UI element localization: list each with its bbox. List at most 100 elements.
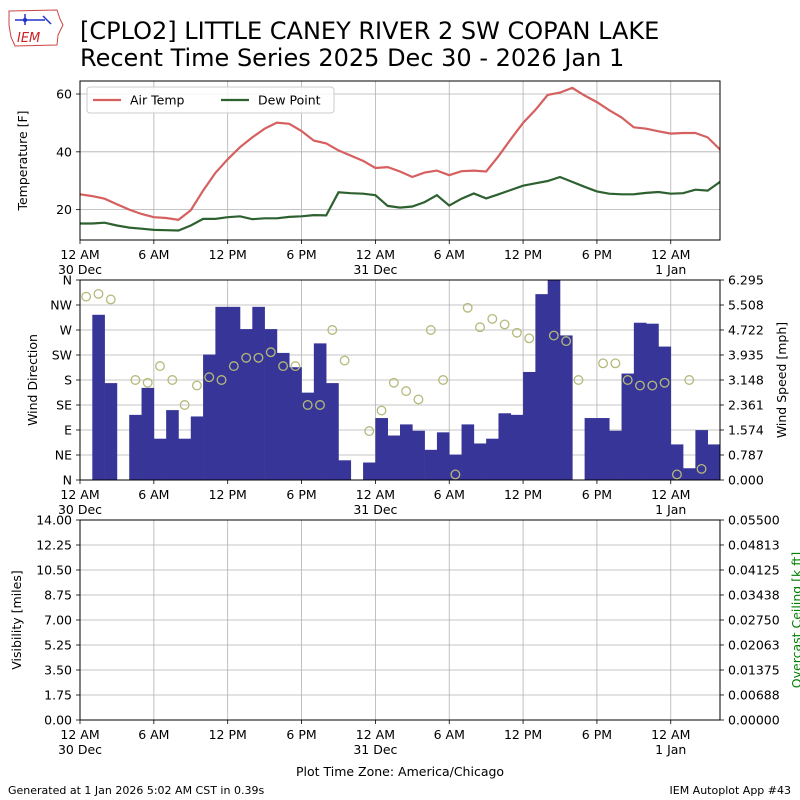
wind-direction-marker <box>191 380 202 391</box>
wind-direction-marker <box>179 400 190 410</box>
wind-series <box>81 280 720 480</box>
wind-speed-bar <box>301 392 315 480</box>
temp-ytick-label: 20 <box>56 202 72 217</box>
wind-direction-tick-label: E <box>64 423 72 438</box>
wind-speed-bar <box>203 354 216 480</box>
wind-xtick-label: 12 AM <box>651 487 690 502</box>
wind-speed-tick-label: 0.787 <box>728 447 764 462</box>
wind-direction-marker <box>142 377 153 388</box>
wind-speed-bar <box>264 329 278 480</box>
wind-xtick-label: 12 AM <box>356 487 395 502</box>
wind-speed-tick-label: 6.295 <box>728 273 764 288</box>
vis-xtick-label: 12 PM <box>209 727 247 742</box>
wind-direction-marker <box>364 426 375 437</box>
ceiling-tick-label: 0.05500 <box>728 513 780 528</box>
logo-text: IEM <box>17 31 40 46</box>
ceiling-ylabel: Overcast Ceiling [k ft] <box>789 552 800 688</box>
wind-speed-bar <box>621 373 635 480</box>
wind-speed-bar <box>633 322 647 480</box>
wind-speed-bar <box>313 343 327 480</box>
vis-xtick-date: 31 Dec <box>353 742 397 757</box>
wind-speed-bar <box>412 430 425 480</box>
wind-speed-bar <box>473 443 487 480</box>
vis-xtick-label: 6 PM <box>582 727 612 742</box>
temp-ylabel: Temperature [F] <box>15 110 30 211</box>
wind-direction-marker <box>647 380 658 391</box>
wind-speed-bar <box>486 438 499 480</box>
vis-axes-frame <box>79 519 721 721</box>
wind-direction-marker <box>511 327 522 338</box>
wind-speed-bar <box>658 346 672 480</box>
wind-speed-bar <box>178 438 192 480</box>
wind-speed-bar <box>400 424 413 480</box>
vis-xtick-date: 30 Dec <box>58 742 102 757</box>
wind-direction-marker <box>425 325 436 335</box>
wind-speed-tick-label: 5.508 <box>728 298 764 313</box>
vis-xtick-label: 6 AM <box>138 727 169 742</box>
iem-logo: IEM <box>8 9 64 47</box>
wind-speed-bar <box>683 468 696 480</box>
wind-direction-marker <box>524 333 535 344</box>
vis-ytick-label: 5.25 <box>44 638 72 653</box>
wind-direction-marker <box>253 352 264 363</box>
wind-direction-tick-label: N <box>63 273 72 288</box>
wind-xtick-date: 31 Dec <box>353 502 397 517</box>
wind-speed-bar <box>584 418 598 480</box>
footer-app: IEM Autoplot App #43 <box>669 784 792 797</box>
vis-xtick-date: 1 Jan <box>655 742 686 757</box>
wind-direction-marker <box>327 325 338 335</box>
ceiling-tick-label: 0.00000 <box>728 713 780 728</box>
wind-speed-bar <box>289 367 302 480</box>
wind-speed-bar <box>375 418 388 480</box>
vis-ytick-label: 1.75 <box>44 688 72 703</box>
wind-speed-bar <box>695 430 708 480</box>
wind-xtick-label: 12 AM <box>60 487 99 502</box>
wind-xtick-label: 6 PM <box>582 487 612 502</box>
wind-direction-tick-label: NW <box>50 298 72 313</box>
wind-speed-bar <box>276 352 290 480</box>
wind-speed-bar <box>609 430 622 480</box>
wind-speed-bar <box>436 432 450 480</box>
wind-direction-marker <box>339 355 350 366</box>
wind-speed-bar <box>535 294 548 480</box>
temp-xtick-label: 12 PM <box>209 247 247 262</box>
wind-direction-marker <box>622 375 633 385</box>
wind-speed-bar <box>252 306 265 480</box>
wind-direction-marker <box>155 361 165 372</box>
wind-speed-bar <box>326 383 339 480</box>
ceiling-tick-label: 0.04125 <box>728 563 780 578</box>
wind-direction-marker <box>401 386 412 397</box>
wind-speed-bar <box>363 462 376 480</box>
wind-speed-tick-label: 4.722 <box>728 322 764 337</box>
wind-direction-marker <box>499 319 510 330</box>
temp-xtick-date: 30 Dec <box>58 262 102 277</box>
vis-ytick-label: 12.25 <box>36 538 72 553</box>
wind-direction-marker <box>216 375 227 385</box>
wind-y2label: Wind Speed [mph] <box>774 322 789 438</box>
wind-direction-marker <box>635 380 645 391</box>
wind-speed-bar <box>449 454 462 480</box>
wind-direction-marker <box>561 336 572 347</box>
wind-direction-marker <box>438 375 449 385</box>
wind-direction-tick-label: NE <box>55 448 72 463</box>
wind-speed-bar <box>190 416 204 480</box>
wind-speed-tick-label: 3.935 <box>728 347 764 362</box>
vis-ytick-label: 0.00 <box>44 713 72 728</box>
wind-direction-marker <box>93 288 104 299</box>
wind-xtick-label: 6 AM <box>434 487 465 502</box>
ceiling-tick-label: 0.03438 <box>728 587 780 602</box>
wind-direction-marker <box>475 322 485 333</box>
ceiling-tick-label: 0.01375 <box>728 663 780 678</box>
wind-direction-marker <box>265 347 276 358</box>
wind-speed-bar <box>129 414 142 480</box>
wind-direction-tick-label: S <box>64 373 72 388</box>
temp-xtick-label: 12 AM <box>651 247 690 262</box>
wind-speed-tick-label: 2.361 <box>728 397 764 412</box>
wind-speed-bar <box>596 418 610 480</box>
wind-direction-marker <box>302 400 313 410</box>
legend-box <box>86 86 335 114</box>
wind-direction-marker <box>573 375 584 385</box>
wind-direction-marker <box>167 375 178 385</box>
wind-ylabel: Wind Direction <box>25 334 40 426</box>
wind-direction-marker <box>228 361 239 372</box>
